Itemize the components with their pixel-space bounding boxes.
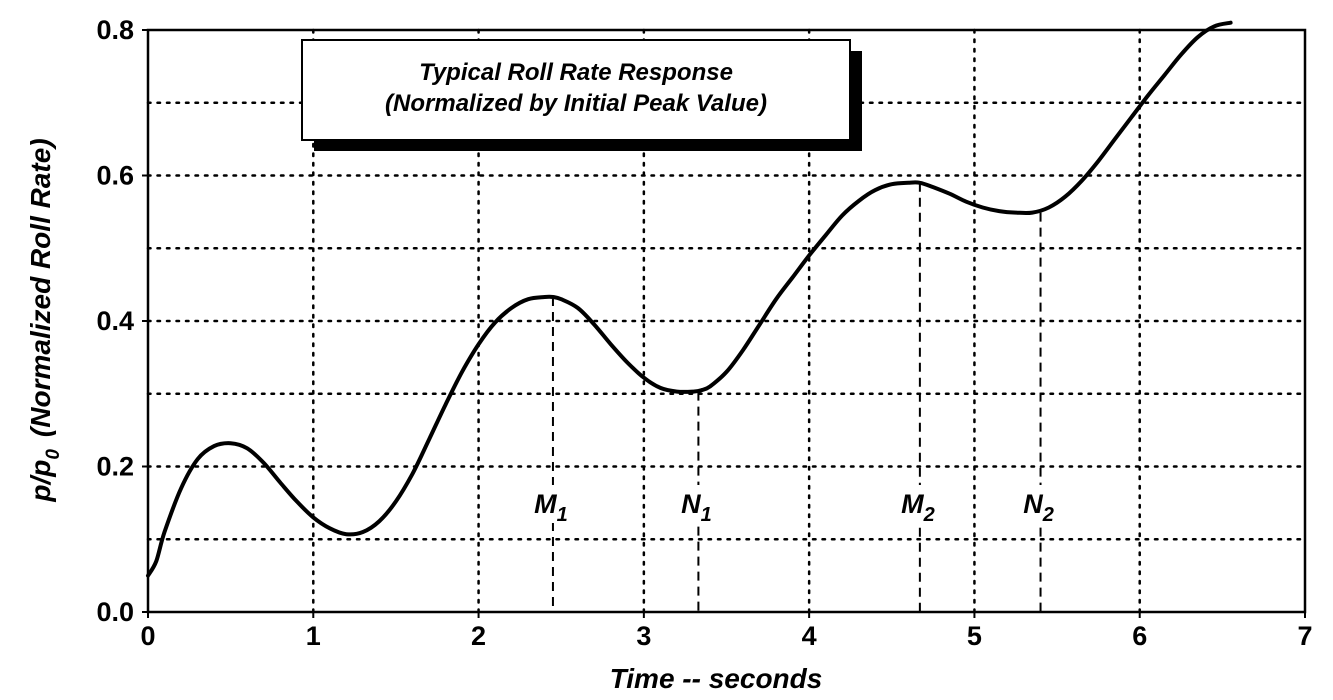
annotation-label: M2 bbox=[901, 489, 935, 526]
annotation-label-subscript: 2 bbox=[923, 504, 935, 526]
series bbox=[146, 20, 1233, 578]
x-tick-label: 4 bbox=[802, 621, 817, 651]
annotation-label: N2 bbox=[1023, 489, 1054, 526]
annotation-label-backdrop bbox=[887, 485, 952, 523]
annotation-label-backdrop bbox=[666, 485, 731, 523]
y-tick-label: 0.0 bbox=[96, 597, 134, 627]
x-tick-label: 3 bbox=[636, 621, 651, 651]
y-axis-label-group: p/p0 (Normalized Roll Rate) bbox=[25, 138, 64, 502]
roll-rate-series-line bbox=[146, 20, 1233, 578]
annotations: M1 N1 M2 N2 bbox=[520, 485, 1073, 526]
x-axis-label: Time -- seconds bbox=[610, 663, 823, 694]
annotation-label-main: M bbox=[901, 489, 924, 519]
y-axis-label: p/p0 (Normalized Roll Rate) bbox=[25, 138, 64, 502]
y-tick-label: 0.8 bbox=[96, 15, 134, 45]
x-tick-label: 5 bbox=[967, 621, 982, 651]
y-axis-label-subscript: 0 bbox=[43, 449, 64, 460]
x-tick-label: 6 bbox=[1132, 621, 1147, 651]
axes: 0 1 2 3 4 5 6 7 0.0 0.2 0.4 0.6 0.8 bbox=[96, 15, 1312, 651]
x-tick-label: 2 bbox=[471, 621, 486, 651]
annotation-label-main: N bbox=[1023, 489, 1043, 519]
annotation-label-main: N bbox=[681, 489, 701, 519]
annotation-label: M1 bbox=[534, 489, 568, 526]
x-tick-label: 1 bbox=[306, 621, 321, 651]
annotation-label: N1 bbox=[681, 489, 712, 526]
x-tick-label: 0 bbox=[140, 621, 155, 651]
chart-title-box: Typical Roll Rate Response (Normalized b… bbox=[301, 39, 862, 151]
y-tick-label: 0.4 bbox=[96, 306, 134, 336]
x-tick-label: 7 bbox=[1297, 621, 1312, 651]
chart-subtitle: (Normalized by Initial Peak Value) bbox=[385, 90, 767, 117]
annotation-label-subscript: 2 bbox=[1042, 504, 1054, 526]
annotation-label-subscript: 1 bbox=[557, 504, 568, 526]
annotation-label-backdrop bbox=[520, 485, 585, 523]
annotation-label-main: M bbox=[534, 489, 557, 519]
y-axis-label-main: p/p bbox=[25, 460, 56, 503]
y-tick-label: 0.6 bbox=[96, 161, 134, 191]
title-box-frame bbox=[301, 39, 851, 141]
chart-title: Typical Roll Rate Response bbox=[419, 59, 733, 86]
annotation-label-subscript: 1 bbox=[701, 504, 712, 526]
y-axis-label-suffix: (Normalized Roll Rate) bbox=[25, 138, 56, 437]
annotation-label-backdrop bbox=[1008, 485, 1073, 523]
y-tick-label: 0.2 bbox=[96, 452, 134, 482]
